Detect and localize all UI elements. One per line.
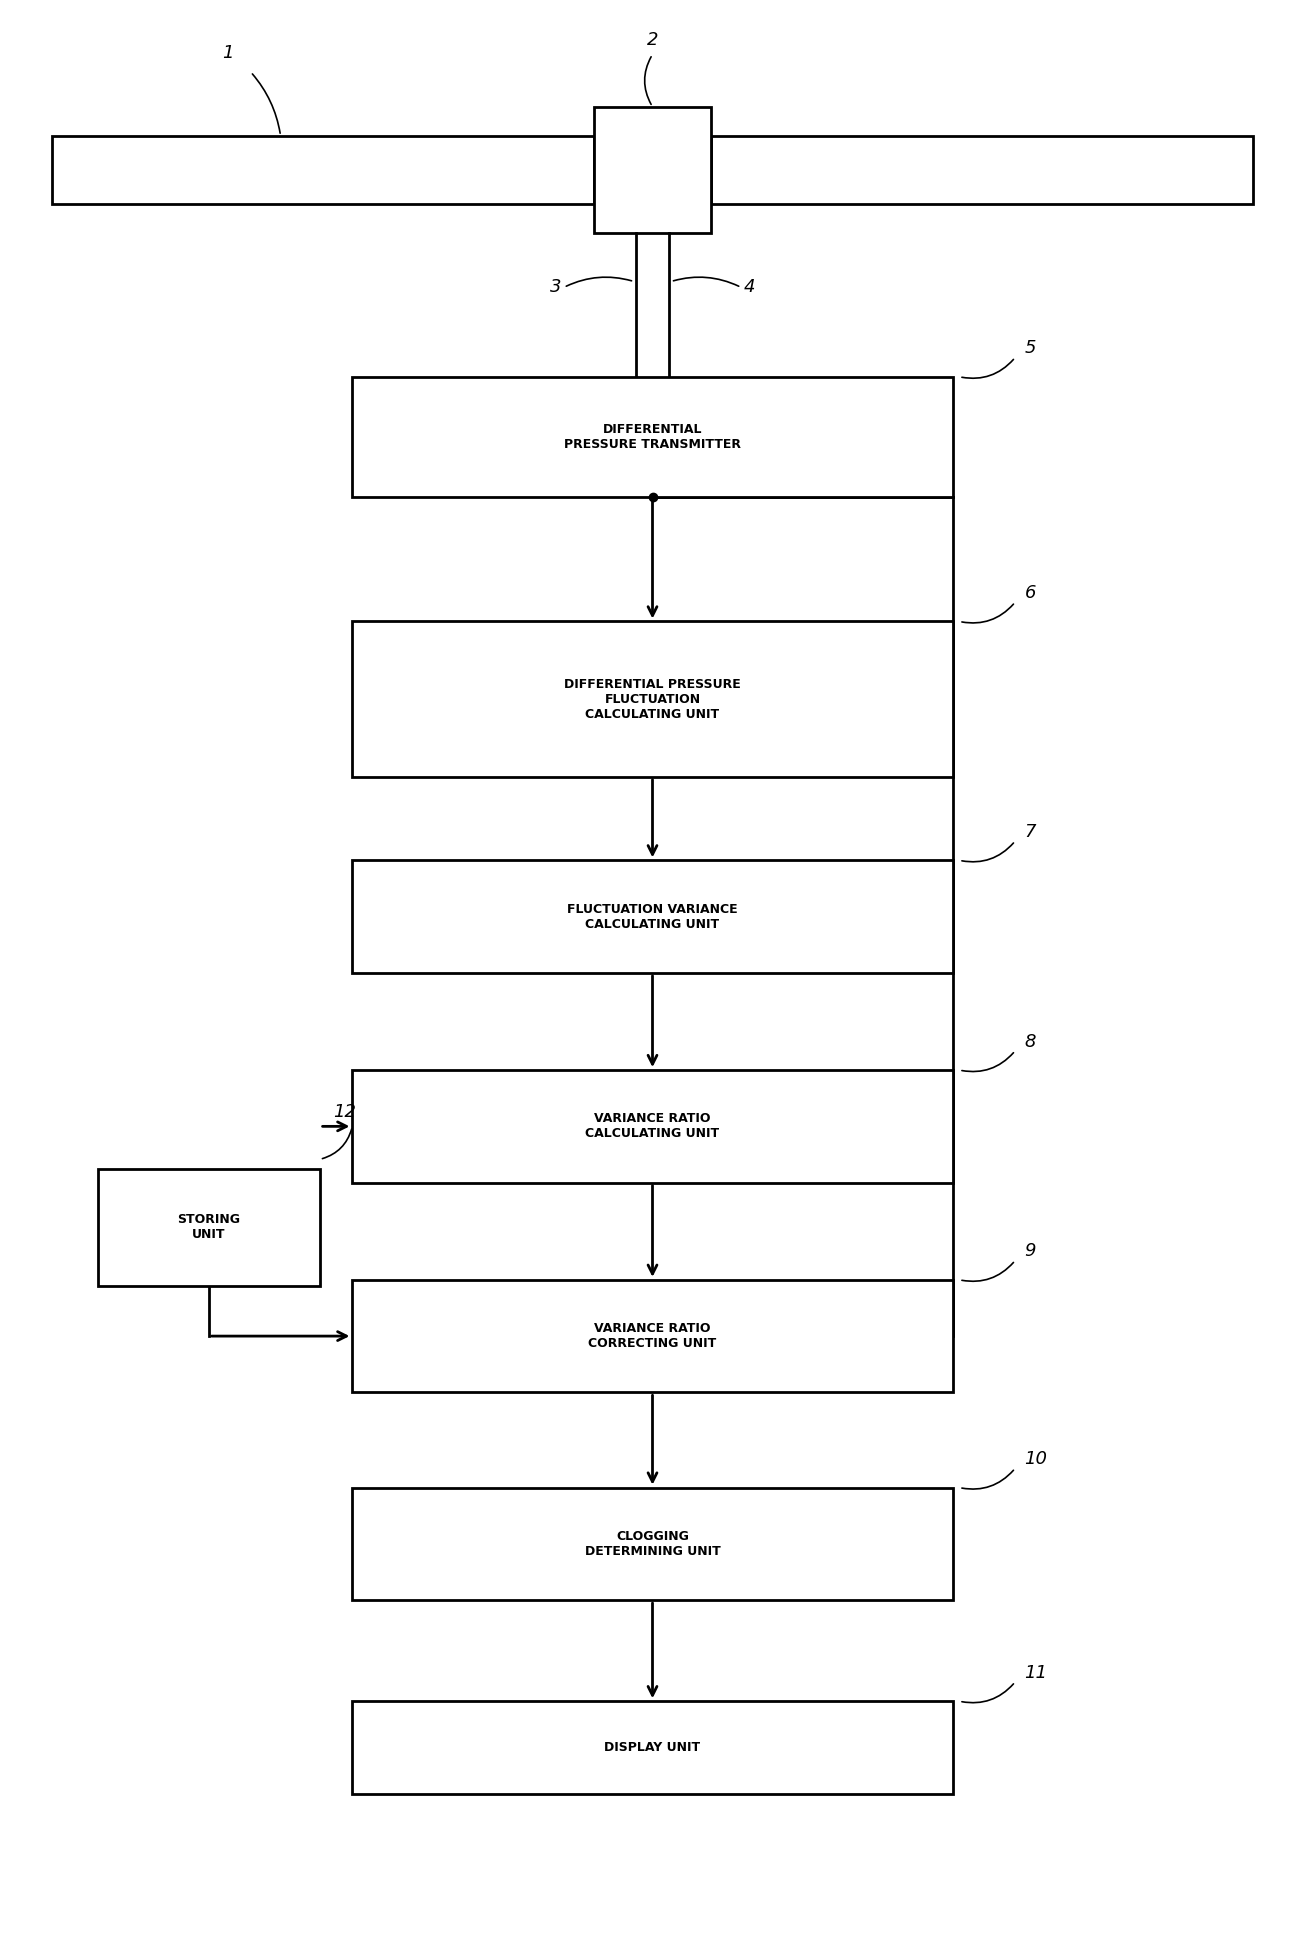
Text: 11: 11 [1024, 1664, 1048, 1682]
Text: CLOGGING
DETERMINING UNIT: CLOGGING DETERMINING UNIT [585, 1530, 720, 1557]
Text: VARIANCE RATIO
CORRECTING UNIT: VARIANCE RATIO CORRECTING UNIT [589, 1323, 716, 1350]
FancyBboxPatch shape [711, 136, 1253, 204]
FancyBboxPatch shape [352, 621, 953, 777]
Text: DIFFERENTIAL
PRESSURE TRANSMITTER: DIFFERENTIAL PRESSURE TRANSMITTER [564, 423, 741, 451]
Text: VARIANCE RATIO
CALCULATING UNIT: VARIANCE RATIO CALCULATING UNIT [586, 1113, 719, 1140]
Text: DIFFERENTIAL PRESSURE
FLUCTUATION
CALCULATING UNIT: DIFFERENTIAL PRESSURE FLUCTUATION CALCUL… [564, 678, 741, 720]
FancyBboxPatch shape [52, 136, 594, 204]
Text: DISPLAY UNIT: DISPLAY UNIT [604, 1742, 701, 1754]
FancyBboxPatch shape [352, 1280, 953, 1392]
Text: 2: 2 [647, 31, 658, 49]
Text: 10: 10 [1024, 1451, 1048, 1468]
Text: 12: 12 [333, 1103, 356, 1121]
FancyBboxPatch shape [352, 1070, 953, 1183]
Text: 9: 9 [1024, 1243, 1036, 1260]
FancyBboxPatch shape [594, 107, 711, 233]
FancyBboxPatch shape [98, 1169, 320, 1286]
Text: 6: 6 [1024, 585, 1036, 602]
Text: FLUCTUATION VARIANCE
CALCULATING UNIT: FLUCTUATION VARIANCE CALCULATING UNIT [568, 903, 737, 930]
Text: 8: 8 [1024, 1033, 1036, 1051]
Text: 4: 4 [744, 278, 756, 297]
Text: STORING
UNIT: STORING UNIT [177, 1214, 240, 1241]
Text: 5: 5 [1024, 340, 1036, 357]
Text: 7: 7 [1024, 823, 1036, 841]
Text: 3: 3 [549, 278, 561, 297]
FancyBboxPatch shape [352, 1488, 953, 1600]
FancyBboxPatch shape [352, 377, 953, 497]
Text: 1: 1 [223, 45, 234, 62]
FancyBboxPatch shape [352, 860, 953, 973]
FancyBboxPatch shape [352, 1701, 953, 1794]
